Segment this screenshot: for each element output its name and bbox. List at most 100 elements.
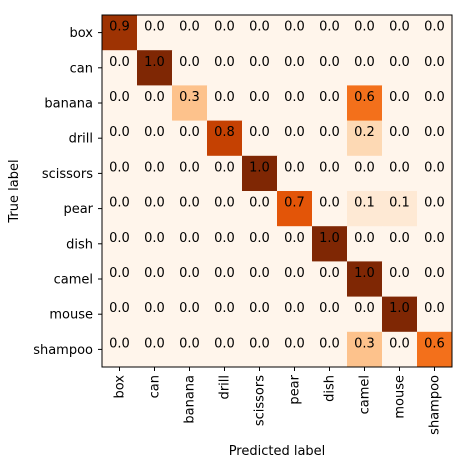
heatmap-cell: [347, 50, 383, 86]
heatmap-cell: [172, 191, 208, 227]
heatmap-cell: [242, 191, 278, 227]
heatmap-cell: [382, 261, 418, 298]
heatmap-cell: [172, 226, 208, 262]
heatmap-cell: [207, 261, 243, 298]
cell-value-label: 0.0: [144, 231, 165, 246]
cell-value-label: 0.0: [109, 160, 130, 175]
cell-value-label: 0.0: [424, 231, 445, 246]
heatmap-cell: [312, 261, 348, 298]
x-axis-ticks: box can banana drill scissors pear dish camel mo…: [113, 367, 443, 435]
heatmap-cell: [207, 296, 243, 333]
heatmap-cell: [277, 15, 313, 51]
heatmap-cell: [347, 120, 383, 157]
heatmap-cell: [102, 331, 138, 368]
cell-value-label: 0.0: [214, 336, 235, 351]
heatmap-cell: [102, 15, 138, 51]
cell-value-label: 1.0: [249, 160, 270, 175]
heatmap-cell: [382, 85, 418, 122]
x-tick-label: pear: [288, 374, 303, 404]
cell-value-label: 0.0: [319, 90, 340, 105]
cell-value-label: 0.0: [424, 20, 445, 35]
heatmap-cell: [347, 296, 383, 333]
cell-value-label: 0.0: [319, 125, 340, 140]
heatmap-cell: [417, 120, 453, 157]
cell-value-label: 0.0: [284, 336, 305, 351]
cell-value-label: 0.0: [284, 160, 305, 175]
cell-value-label: 0.0: [144, 266, 165, 281]
heatmap-cell: [382, 226, 418, 262]
heatmap-cell: [172, 331, 208, 368]
cell-value-label: 0.0: [109, 336, 130, 351]
cell-value-label: 0.0: [424, 125, 445, 140]
heatmap-cell: [312, 120, 348, 157]
cell-value-label: 0.9: [109, 20, 130, 35]
cell-value-label: 0.0: [109, 90, 130, 105]
cell-value-label: 0.0: [354, 20, 375, 35]
heatmap-cell: [172, 15, 208, 51]
cell-value-label: 0.6: [424, 336, 445, 351]
cell-value-label: 0.0: [319, 336, 340, 351]
heatmap-cell: [207, 120, 243, 157]
heatmap-cell: [277, 155, 313, 192]
cell-value-label: 0.0: [354, 231, 375, 246]
heatmap-cell: [102, 50, 138, 86]
heatmap-cell: [347, 226, 383, 262]
cell-value-label: 0.0: [319, 20, 340, 35]
heatmap-cell: [172, 85, 208, 122]
heatmap-cell: [242, 155, 278, 192]
y-tick-label: can: [70, 61, 93, 76]
cell-value-label: 0.0: [144, 90, 165, 105]
cell-value-label: 0.0: [319, 160, 340, 175]
heatmap-cell: [277, 226, 313, 262]
cell-value-label: 0.0: [144, 196, 165, 211]
heatmap-cell: [417, 331, 453, 368]
cell-value-label: 0.0: [319, 266, 340, 281]
cell-value-label: 0.0: [214, 301, 235, 316]
heatmap-cell: [417, 50, 453, 86]
heatmap-cell: [172, 50, 208, 86]
heatmap-cell: [207, 226, 243, 262]
cell-value-label: 0.0: [319, 196, 340, 211]
cell-value-label: 0.0: [284, 125, 305, 140]
cell-value-label: 0.0: [249, 20, 270, 35]
cell-value-label: 0.0: [144, 160, 165, 175]
heatmap-cell: [207, 155, 243, 192]
x-tick-label: can: [148, 375, 163, 398]
cell-value-label: 0.0: [214, 266, 235, 281]
heatmap-cell: [137, 50, 173, 86]
cell-value-label: 0.0: [424, 196, 445, 211]
cell-value-label: 0.0: [424, 55, 445, 70]
heatmap-cell: [312, 50, 348, 86]
cell-value-label: 0.0: [284, 301, 305, 316]
heatmap-cell: [207, 331, 243, 368]
cell-value-label: 0.0: [319, 301, 340, 316]
heatmap-cell: [417, 261, 453, 298]
cell-value-label: 0.0: [179, 160, 200, 175]
cell-value-label: 0.0: [144, 336, 165, 351]
cell-value-label: 0.0: [424, 266, 445, 281]
y-tick-label: box: [70, 26, 94, 41]
heatmap-cell: [102, 261, 138, 298]
cell-value-label: 0.0: [179, 231, 200, 246]
cell-value-label: 1.0: [389, 301, 410, 316]
heatmap-cell: [277, 191, 313, 227]
cell-value-label: 0.0: [389, 125, 410, 140]
heatmap-cell: [242, 85, 278, 122]
y-axis-ticks: box can banana drill scissors pear dish camel mo…: [33, 26, 102, 358]
y-tick-label: dish: [66, 237, 93, 252]
heatmap-cell: [312, 191, 348, 227]
x-tick-label: box: [113, 375, 128, 399]
cell-value-label: 0.0: [424, 90, 445, 105]
cell-value-label: 0.0: [249, 336, 270, 351]
heatmap-cell: [417, 85, 453, 122]
cell-value-label: 0.0: [179, 301, 200, 316]
heatmap-cell: [137, 15, 173, 51]
cell-value-label: 0.0: [109, 125, 130, 140]
heatmap-cell-labels: 0.9 0.0 0.0 0.0 0.0 0.0 0.0 0.0 0.0 0.0 0.0 1.0 0.0 0…: [109, 20, 445, 352]
cell-value-label: 1.0: [354, 266, 375, 281]
cell-value-label: 0.0: [389, 336, 410, 351]
cell-value-label: 0.0: [354, 301, 375, 316]
cell-value-label: 0.3: [354, 336, 375, 351]
heatmap-cell: [277, 85, 313, 122]
